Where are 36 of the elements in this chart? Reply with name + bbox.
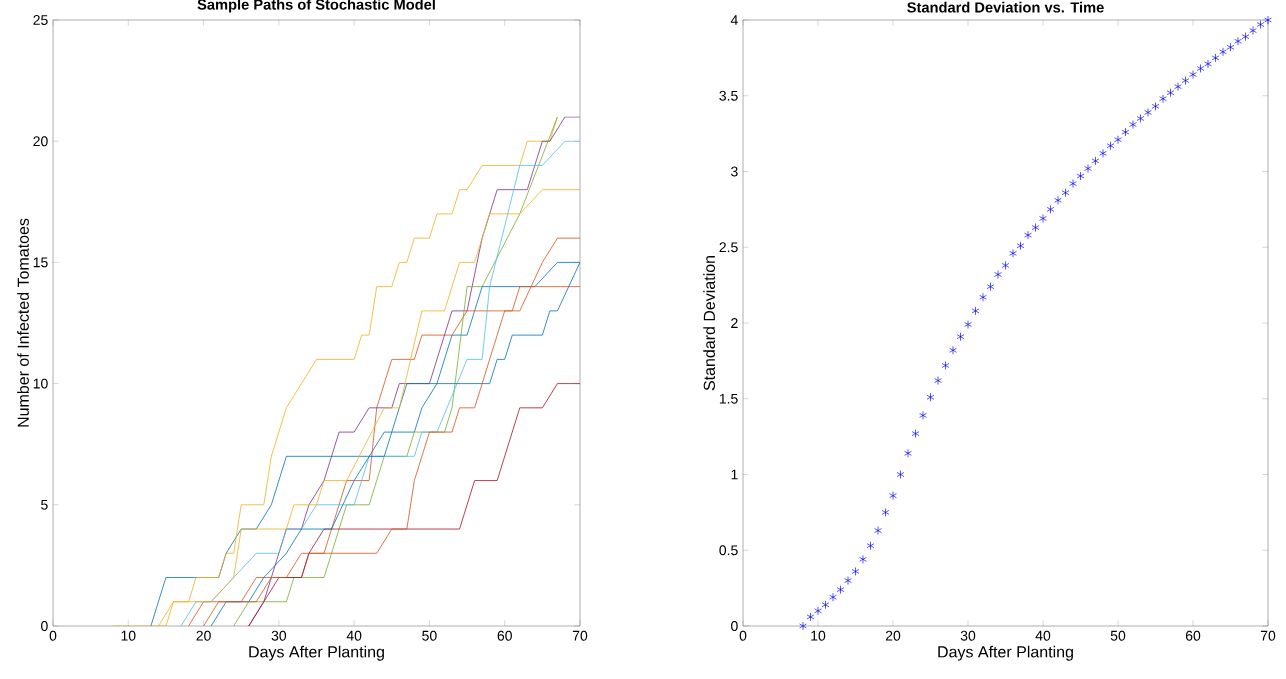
x-tick-label: 70 [572, 630, 588, 641]
x-tick-label: 40 [1035, 630, 1051, 641]
x-tick-label: 10 [121, 630, 136, 641]
x-tick-label: 20 [196, 630, 211, 641]
y-tick-label: 15 [33, 257, 48, 268]
x-tick-label: 30 [271, 630, 287, 641]
y-tick-label: 1 [731, 469, 738, 480]
x-tick-label: 50 [1110, 630, 1126, 641]
y-tick-label: 0.5 [719, 545, 738, 556]
y-axis-title: Number of Infected Tomatoes [17, 218, 29, 427]
x-axis-title: Days After Planting [249, 645, 384, 661]
x-tick-label: 60 [497, 630, 512, 641]
y-tick-label: 2 [731, 318, 738, 328]
y-tick-label: 1.5 [719, 393, 738, 404]
y-tick-label: 2.5 [719, 242, 738, 253]
y-tick-label: 0 [731, 621, 738, 631]
x-axis-title: Days After Planting [938, 645, 1073, 661]
x-tick-label: 60 [1185, 630, 1201, 641]
x-tick-label: 0 [49, 630, 57, 641]
y-tick-label: 3.5 [719, 90, 738, 101]
x-tick-label: 50 [422, 630, 437, 641]
x-tick-label: 10 [811, 630, 826, 641]
y-axis-title: Standard Deviation [703, 256, 715, 391]
x-tick-label: 30 [960, 630, 976, 641]
x-tick-label: 40 [346, 630, 362, 641]
x-tick-label: 0 [739, 630, 747, 641]
y-tick-label: 20 [33, 136, 48, 147]
x-tick-label: 70 [1260, 630, 1276, 641]
chart-title: Standard Deviation vs. Time [907, 1, 1104, 13]
y-tick-label: 0 [41, 621, 48, 631]
y-tick-label: 10 [33, 378, 48, 389]
y-tick-label: 4 [730, 15, 738, 25]
y-tick-label: 25 [33, 15, 48, 25]
y-tick-label: 5 [41, 499, 48, 510]
y-tick-label: 3 [731, 166, 738, 177]
x-tick-label: 20 [885, 630, 901, 641]
